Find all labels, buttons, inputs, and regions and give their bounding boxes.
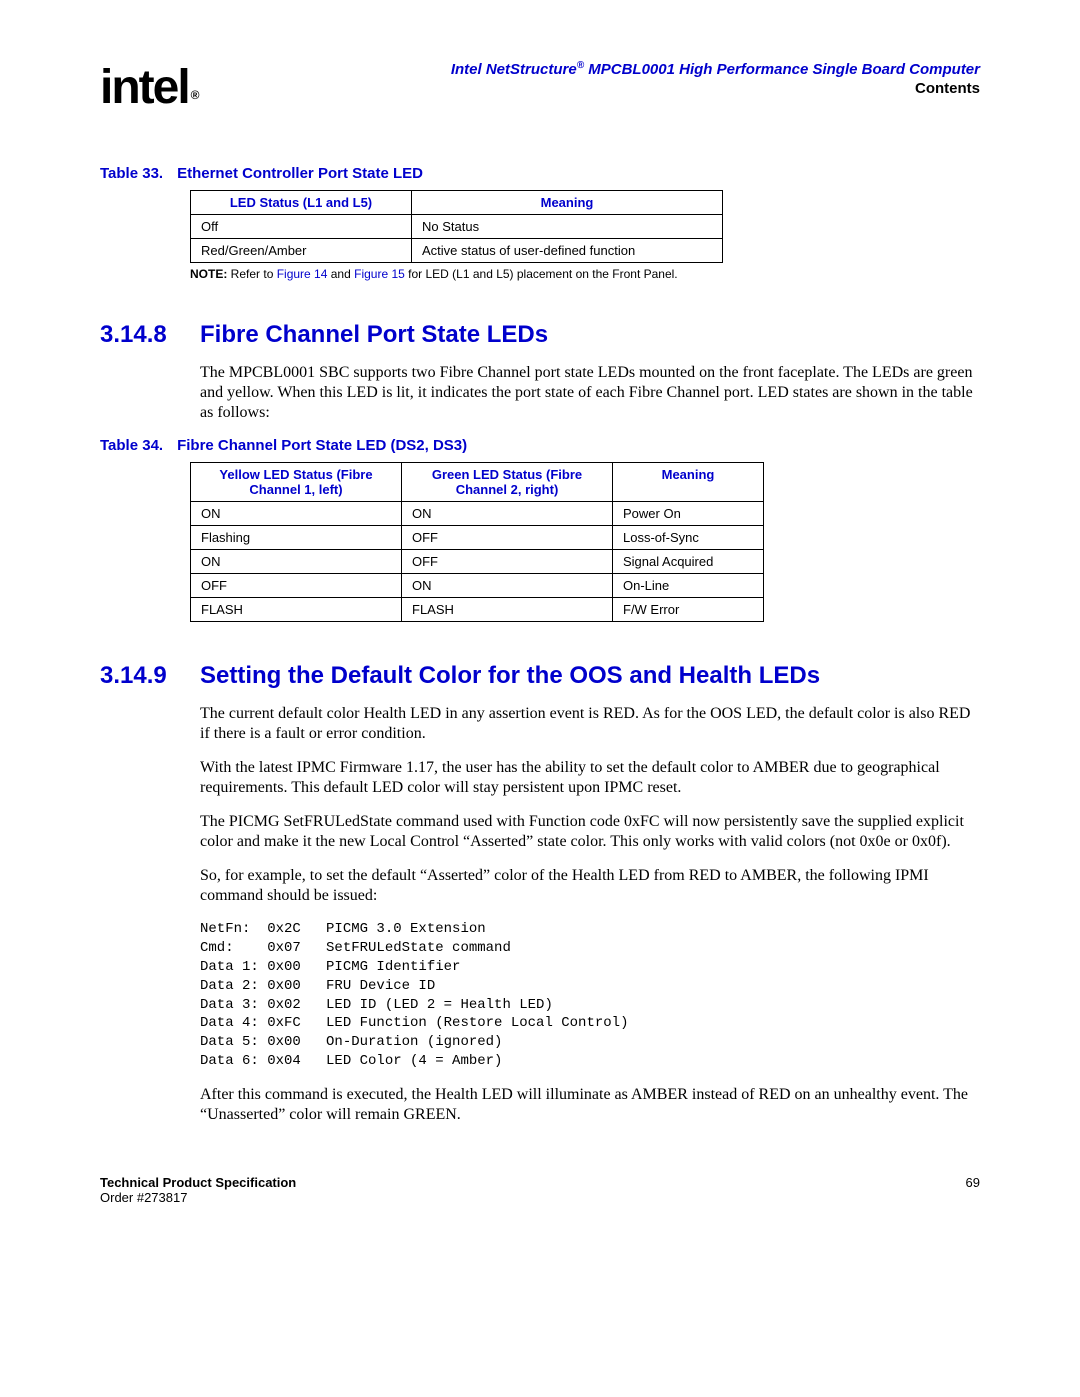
table-cell: Loss-of-Sync <box>613 526 764 550</box>
section-3149-heading: 3.14.9 Setting the Default Color for the… <box>100 662 980 690</box>
logo-text: intel <box>100 61 189 114</box>
header-title: Intel NetStructure® MPCBL0001 High Perfo… <box>451 60 980 78</box>
table-row: Red/Green/AmberActive status of user-def… <box>191 239 723 263</box>
header-title-suffix: MPCBL0001 High Performance Single Board … <box>584 61 980 78</box>
section-3149-p3: The PICMG SetFRULedState command used wi… <box>200 812 980 852</box>
table-cell: FLASH <box>191 598 402 622</box>
table-cell: ON <box>402 574 613 598</box>
section-3148-num: 3.14.8 <box>100 321 200 349</box>
footer-page-number: 69 <box>966 1175 980 1205</box>
page-footer: Technical Product Specification Order #2… <box>100 1175 980 1205</box>
table-cell: ON <box>191 550 402 574</box>
table-cell: Flashing <box>191 526 402 550</box>
table-header: LED Status (L1 and L5) <box>191 191 412 215</box>
table34-caption: Table 34. Fibre Channel Port State LED (D… <box>100 437 980 454</box>
table-header: Green LED Status (Fibre Channel 2, right… <box>402 463 613 502</box>
table34-caption-title: Fibre Channel Port State LED (DS2, DS3) <box>177 437 467 454</box>
table-row: OffNo Status <box>191 215 723 239</box>
table-cell: OFF <box>402 550 613 574</box>
table33: LED Status (L1 and L5)MeaningOffNo Statu… <box>190 190 723 263</box>
footer-left: Technical Product Specification Order #2… <box>100 1175 296 1205</box>
section-3148-heading: 3.14.8 Fibre Channel Port State LEDs <box>100 321 980 349</box>
table-header: Meaning <box>613 463 764 502</box>
footer-order: Order #273817 <box>100 1190 296 1205</box>
table-cell: ON <box>191 502 402 526</box>
note-after: for LED (L1 and L5) placement on the Fro… <box>405 267 678 281</box>
table-header: Meaning <box>412 191 723 215</box>
section-3149-num: 3.14.9 <box>100 662 200 690</box>
table33-caption: Table 33. Ethernet Controller Port State … <box>100 165 980 182</box>
page: intel® Intel NetStructure® MPCBL0001 Hig… <box>0 0 1080 1245</box>
table-row: ONONPower On <box>191 502 764 526</box>
table-cell: No Status <box>412 215 723 239</box>
section-3149-title: Setting the Default Color for the OOS an… <box>200 662 820 690</box>
table-row: OFFONOn-Line <box>191 574 764 598</box>
table-cell: F/W Error <box>613 598 764 622</box>
note-label: NOTE: <box>190 267 227 281</box>
table33-note: NOTE: Refer to Figure 14 and Figure 15 f… <box>190 267 710 281</box>
section-3149-p2: With the latest IPMC Firmware 1.17, the … <box>200 758 980 798</box>
section-3149-p5: After this command is executed, the Heal… <box>200 1085 980 1125</box>
figure14-ref[interactable]: Figure 14 <box>277 267 328 281</box>
table-header: Yellow LED Status (Fibre Channel 1, left… <box>191 463 402 502</box>
table-cell: Active status of user-defined function <box>412 239 723 263</box>
header-text-block: Intel NetStructure® MPCBL0001 High Perfo… <box>451 60 980 97</box>
table34-caption-label: Table 34. <box>100 437 163 454</box>
table34: Yellow LED Status (Fibre Channel 1, left… <box>190 462 764 622</box>
ipmi-command-block: NetFn: 0x2C PICMG 3.0 Extension Cmd: 0x0… <box>200 920 980 1071</box>
table-cell: Power On <box>613 502 764 526</box>
header-title-reg: ® <box>577 60 584 71</box>
table-cell: On-Line <box>613 574 764 598</box>
table33-caption-label: Table 33. <box>100 165 163 182</box>
intel-logo: intel® <box>100 60 196 115</box>
header-title-prefix: Intel NetStructure <box>451 61 577 78</box>
logo-reg: ® <box>191 88 198 102</box>
note-mid: and <box>327 267 354 281</box>
page-header: intel® Intel NetStructure® MPCBL0001 Hig… <box>100 60 980 115</box>
table-cell: Red/Green/Amber <box>191 239 412 263</box>
table-cell: Off <box>191 215 412 239</box>
section-3149-p4: So, for example, to set the default “Ass… <box>200 866 980 906</box>
table33-caption-title: Ethernet Controller Port State LED <box>177 165 423 182</box>
figure15-ref[interactable]: Figure 15 <box>354 267 405 281</box>
section-3148-p1: The MPCBL0001 SBC supports two Fibre Cha… <box>200 363 980 423</box>
table-row: FlashingOFFLoss-of-Sync <box>191 526 764 550</box>
table-cell: OFF <box>191 574 402 598</box>
table-row: FLASHFLASHF/W Error <box>191 598 764 622</box>
table-cell: ON <box>402 502 613 526</box>
header-subtitle: Contents <box>451 80 980 97</box>
table-cell: OFF <box>402 526 613 550</box>
note-before: Refer to <box>227 267 276 281</box>
table-row: ONOFFSignal Acquired <box>191 550 764 574</box>
table-cell: FLASH <box>402 598 613 622</box>
section-3148-title: Fibre Channel Port State LEDs <box>200 321 548 349</box>
table-cell: Signal Acquired <box>613 550 764 574</box>
section-3149-p1: The current default color Health LED in … <box>200 704 980 744</box>
footer-spec: Technical Product Specification <box>100 1175 296 1190</box>
